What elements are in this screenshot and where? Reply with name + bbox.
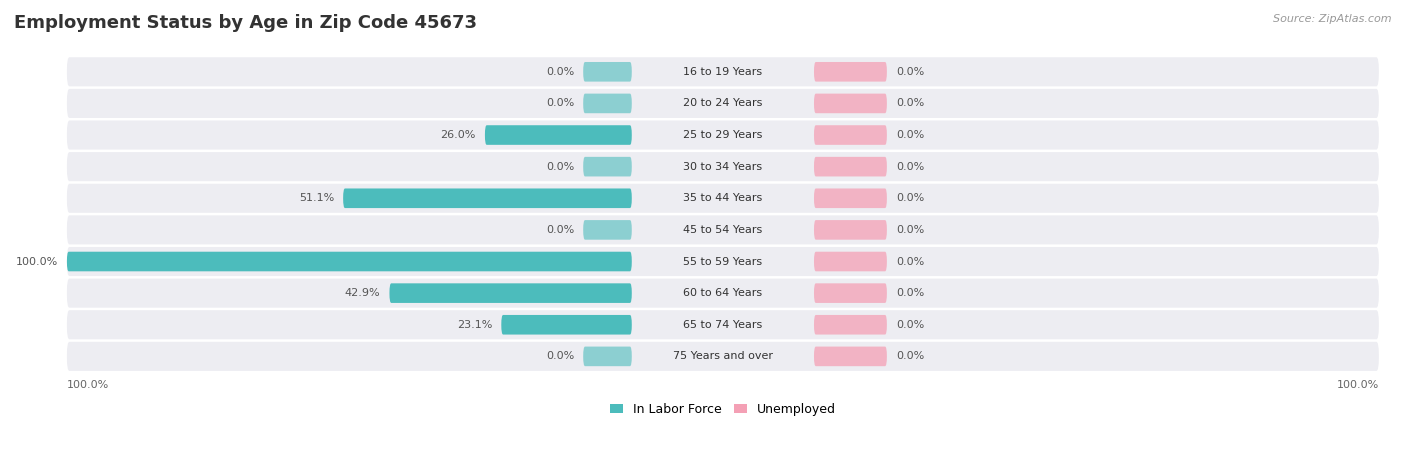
Text: 0.0%: 0.0% [546,99,574,108]
FancyBboxPatch shape [343,189,631,208]
Text: 0.0%: 0.0% [896,67,924,77]
Text: 35 to 44 Years: 35 to 44 Years [683,194,762,203]
Text: 0.0%: 0.0% [896,162,924,171]
FancyBboxPatch shape [814,252,887,271]
Text: 16 to 19 Years: 16 to 19 Years [683,67,762,77]
FancyBboxPatch shape [814,315,887,334]
FancyBboxPatch shape [67,310,1379,339]
Text: 20 to 24 Years: 20 to 24 Years [683,99,762,108]
FancyBboxPatch shape [502,315,631,334]
Text: 0.0%: 0.0% [896,194,924,203]
FancyBboxPatch shape [67,279,1379,308]
FancyBboxPatch shape [583,157,631,176]
Text: 51.1%: 51.1% [299,194,335,203]
Text: 100.0%: 100.0% [67,380,110,390]
Text: 30 to 34 Years: 30 to 34 Years [683,162,762,171]
Text: 0.0%: 0.0% [896,351,924,361]
FancyBboxPatch shape [485,125,631,145]
FancyBboxPatch shape [814,62,887,81]
FancyBboxPatch shape [814,125,887,145]
FancyBboxPatch shape [814,157,887,176]
Legend: In Labor Force, Unemployed: In Labor Force, Unemployed [610,403,835,416]
FancyBboxPatch shape [67,342,1379,371]
Text: 45 to 54 Years: 45 to 54 Years [683,225,762,235]
Text: 0.0%: 0.0% [896,99,924,108]
Text: 23.1%: 23.1% [457,320,492,330]
FancyBboxPatch shape [67,152,1379,181]
Text: 60 to 64 Years: 60 to 64 Years [683,288,762,298]
Text: Employment Status by Age in Zip Code 45673: Employment Status by Age in Zip Code 456… [14,14,477,32]
FancyBboxPatch shape [814,220,887,240]
FancyBboxPatch shape [67,89,1379,118]
Text: 65 to 74 Years: 65 to 74 Years [683,320,762,330]
FancyBboxPatch shape [67,216,1379,244]
FancyBboxPatch shape [583,62,631,81]
Text: 0.0%: 0.0% [546,67,574,77]
FancyBboxPatch shape [814,346,887,366]
FancyBboxPatch shape [583,220,631,240]
Text: 42.9%: 42.9% [344,288,381,298]
Text: 0.0%: 0.0% [546,225,574,235]
FancyBboxPatch shape [67,247,1379,276]
FancyBboxPatch shape [389,284,631,303]
FancyBboxPatch shape [583,346,631,366]
FancyBboxPatch shape [583,94,631,113]
Text: 100.0%: 100.0% [1337,380,1379,390]
Text: 75 Years and over: 75 Years and over [673,351,773,361]
FancyBboxPatch shape [814,284,887,303]
Text: 55 to 59 Years: 55 to 59 Years [683,256,762,266]
Text: Source: ZipAtlas.com: Source: ZipAtlas.com [1274,14,1392,23]
FancyBboxPatch shape [67,57,1379,86]
Text: 0.0%: 0.0% [546,351,574,361]
Text: 0.0%: 0.0% [896,256,924,266]
Text: 26.0%: 26.0% [440,130,475,140]
FancyBboxPatch shape [67,121,1379,149]
Text: 0.0%: 0.0% [896,130,924,140]
Text: 0.0%: 0.0% [896,288,924,298]
FancyBboxPatch shape [814,94,887,113]
Text: 0.0%: 0.0% [896,320,924,330]
Text: 100.0%: 100.0% [15,256,58,266]
Text: 0.0%: 0.0% [546,162,574,171]
FancyBboxPatch shape [814,189,887,208]
FancyBboxPatch shape [67,184,1379,213]
Text: 0.0%: 0.0% [896,225,924,235]
Text: 25 to 29 Years: 25 to 29 Years [683,130,762,140]
FancyBboxPatch shape [67,252,631,271]
